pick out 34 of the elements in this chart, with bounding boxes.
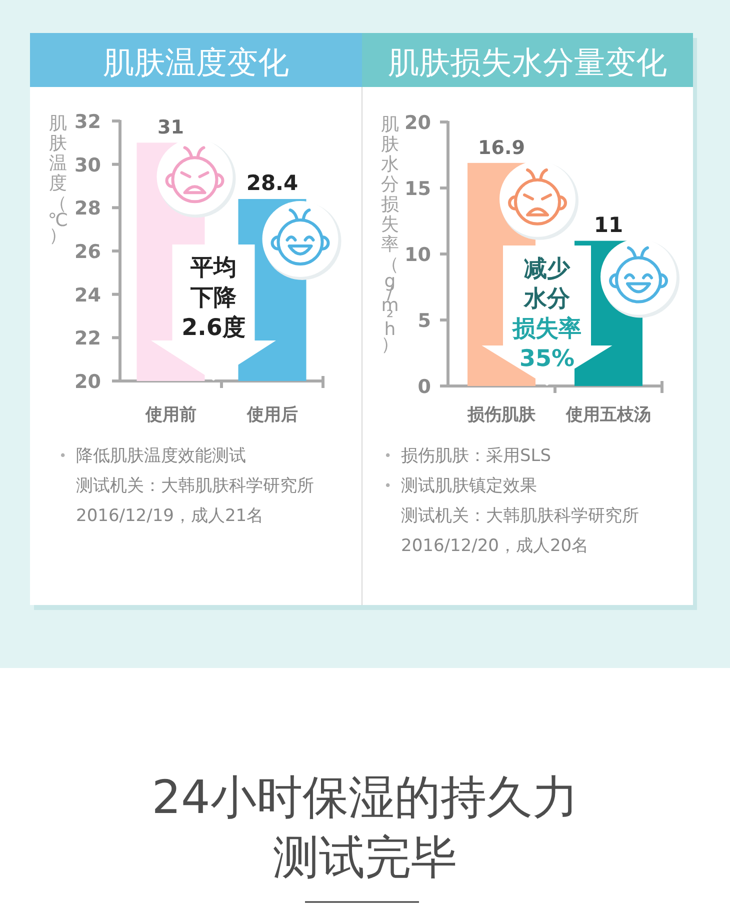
- chart-title: 肌肤温度变化: [103, 45, 289, 81]
- y-tick-label: 20: [404, 112, 431, 134]
- text: • 损伤肌肤：采用SLS: [384, 446, 552, 466]
- data-label: 28.4: [246, 171, 298, 195]
- text: 2016/12/19，成人21名: [76, 506, 264, 526]
- x-tick-label: 使用五枝汤: [565, 405, 651, 425]
- annotation: 平均下降2.6度: [182, 255, 246, 341]
- text: 测试机关：大韩肌肤科学研究所: [76, 476, 314, 496]
- text: • 测试肌肤镇定效果: [384, 476, 537, 496]
- data-label: 11: [594, 212, 624, 237]
- text: 2016/12/20，成人20名: [401, 536, 589, 556]
- y-tick-label: 26: [74, 241, 101, 263]
- y-tick-label: 24: [74, 284, 101, 306]
- x-tick-label: 使用后: [246, 405, 298, 425]
- text: • 降低肌肤温度效能测试: [59, 446, 246, 466]
- annotation: 减少水分: [523, 256, 571, 312]
- x-tick-label: 损伤肌肤: [466, 405, 536, 425]
- y-axis-title: 肌肤温度（℃）: [48, 113, 68, 246]
- y-tick-label: 22: [74, 328, 101, 350]
- data-label: 16.9: [478, 136, 525, 159]
- data-label: 31: [158, 116, 184, 139]
- y-tick-label: 32: [74, 111, 101, 133]
- y-tick-label: 10: [404, 244, 431, 266]
- y-tick-label: 0: [418, 376, 431, 398]
- text: 测试机关：大韩肌肤科学研究所: [401, 506, 639, 526]
- text: 24小时保湿的持久力测试完毕: [152, 770, 578, 884]
- y-tick-label: 28: [74, 198, 101, 220]
- x-tick-label: 使用前: [144, 405, 196, 425]
- chart-title: 肌肤损失水分量变化: [388, 45, 667, 81]
- y-tick-label: 20: [74, 371, 101, 393]
- annotation: 损失率35%: [512, 315, 582, 372]
- y-tick-label: 5: [418, 310, 431, 332]
- y-tick-label: 30: [74, 154, 101, 176]
- y-tick-label: 15: [404, 178, 431, 200]
